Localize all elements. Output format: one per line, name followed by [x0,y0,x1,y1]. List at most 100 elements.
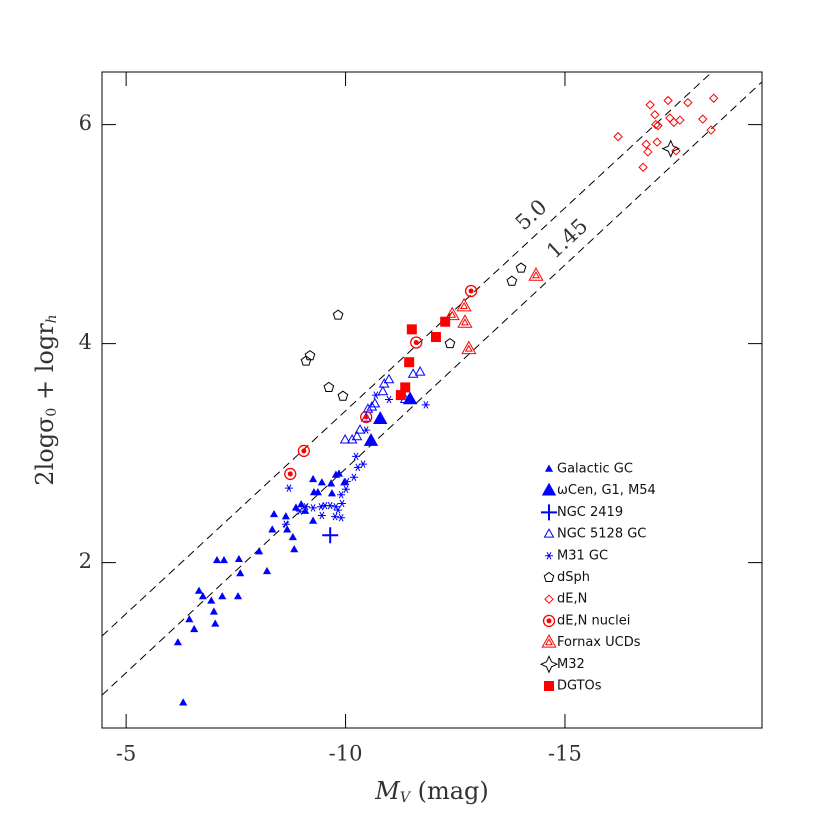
marker [194,586,204,594]
marker-part [309,474,318,483]
marker-part [675,115,685,125]
marker-part [211,619,220,627]
legend-marker [544,594,554,604]
x-label-sub: V [400,790,412,806]
legend-marker [543,571,555,583]
marker-part [322,527,339,544]
marker-part [461,340,477,355]
marker-part [698,114,708,124]
marker [360,410,373,424]
marker-part [295,507,304,515]
marker-part [360,410,373,424]
marker-part [400,382,411,393]
marker-part [300,355,312,366]
x-tick-label: -5 [116,742,136,766]
marker [301,506,310,514]
marker-part [456,297,472,312]
marker-part [302,503,311,511]
marker [281,520,290,529]
marker-part [377,385,389,396]
marker-part [362,426,371,434]
legend-label: M31 GC [557,548,608,563]
marker-part [457,314,473,328]
marker [323,381,335,392]
legend-marker [545,552,553,560]
legend-marker [541,482,557,496]
marker [284,467,297,481]
marker [515,262,527,273]
marker-part [671,146,681,156]
marker-part [332,309,344,320]
marker-part [613,131,623,142]
marker-part [342,477,351,486]
marker-part [440,316,451,327]
marker-part [542,614,556,628]
marker [209,607,218,615]
marker [281,512,290,520]
marker [349,473,358,481]
marker [185,615,194,623]
marker [334,506,343,514]
marker [652,137,662,147]
y-axis-label: 2logσ0 + logrh [31,314,61,485]
marker [671,146,681,156]
marker-part [464,284,478,298]
marker [288,532,297,541]
marker-part [709,93,719,103]
marker [665,113,675,123]
marker-part [448,310,457,318]
legend-marker [544,681,554,691]
marker [461,340,477,355]
marker-part [541,504,557,521]
y-label-sub: 0 [44,408,60,417]
marker-part [198,592,207,600]
marker [313,488,322,496]
reference-line [102,72,713,637]
marker-part [190,624,199,633]
marker-part [413,340,419,346]
marker-part [207,596,216,604]
marker-part [268,525,277,533]
marker [444,306,460,321]
marker-part [544,464,554,472]
marker [334,469,344,477]
y-tick-label: 2 [79,549,92,573]
marker [338,499,347,508]
marker-part [706,125,716,135]
marker-part [287,471,293,477]
marker [457,314,473,328]
marker [326,501,335,510]
marker [369,397,381,408]
x-axis-label: MV (mag) [374,777,489,807]
marker-part [281,520,290,529]
marker [218,592,227,600]
reference-line [102,81,762,696]
marker-part [339,433,351,444]
marker-part [543,571,555,583]
marker [316,503,325,511]
marker-part [309,504,318,512]
marker-part [334,469,344,477]
marker [309,516,318,524]
marker-part [352,452,361,461]
legend-label: DGTOs [557,679,602,694]
marker [709,93,719,103]
marker [706,125,716,135]
marker [359,460,368,468]
marker [342,477,351,486]
marker [332,309,344,320]
marker-part [545,552,553,560]
marker-part [337,513,346,522]
marker-part [338,499,347,508]
marker-part [301,448,307,454]
marker [407,368,419,378]
marker-part [652,137,662,147]
marker [190,624,199,633]
marker-part [384,395,393,404]
marker-part [283,525,292,533]
marker [268,525,277,533]
marker-part [651,119,661,130]
marker [400,382,411,393]
marker [395,390,406,401]
